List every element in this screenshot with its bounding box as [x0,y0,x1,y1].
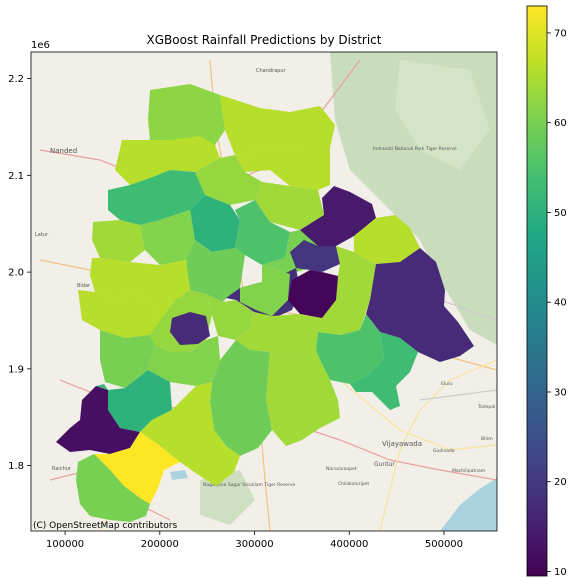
y-tick-label: 2.0 [8,268,24,279]
district [115,136,220,185]
x-tick-label: 100000 [46,539,84,550]
city-label: Chandrapur [256,68,287,74]
district [148,84,225,145]
district [300,186,376,246]
district [170,312,210,345]
x-tick-label: 300000 [235,539,273,550]
city-label: Vijayawada [382,440,422,448]
district [316,314,384,384]
map-attribution: (C) OpenStreetMap contributors [33,521,177,531]
district [220,95,335,155]
district [96,384,108,390]
city-label: Narasaraopet [326,466,357,472]
x-axis: 100000 200000 300000 400000 500000 [46,531,463,550]
city-label: Chilakaluripet [338,481,369,487]
city-label: Bidar [77,283,91,289]
colorbar-tick-label: 40 [554,298,567,309]
district [235,148,330,190]
district [235,200,290,265]
district [140,210,195,265]
y-offset-label: 1e6 [31,40,50,51]
city-label: Machilipatnam [452,468,485,474]
district [56,386,140,454]
park-label: Indravati National Park Tiger Reserve [373,146,457,152]
city-label: Bhim [481,436,493,442]
district [76,454,150,522]
district [94,432,180,504]
colorbar-tick-label: 60 [554,118,567,129]
district [92,220,145,262]
district [206,294,254,340]
y-tick-label: 1.8 [8,461,24,472]
district [266,350,340,446]
colorbar [526,5,548,577]
district [78,290,160,338]
district [288,270,338,318]
x-tick-label: 500000 [425,539,463,550]
colorbar-tick-label: 20 [554,477,567,488]
park-label: Nagarjuna Sagar Srisailam Tiger Reserve [203,482,295,488]
district [354,215,420,264]
basemap-water [170,470,188,480]
colorbar-tick-label: 70 [554,28,567,39]
basemap-forest [395,60,490,170]
basemap-sea [440,478,497,531]
x-tick-label: 400000 [330,539,368,550]
district [290,240,340,272]
district [90,258,130,300]
city-label: Nanded [50,147,77,155]
x-tick-label: 200000 [141,539,179,550]
district [210,340,272,456]
district [100,330,155,388]
colorbar-ticks: 10 20 30 40 50 60 70 [547,28,567,578]
y-axis: 1.8 1.9 2.0 2.1 2.2 [8,74,31,472]
district [186,240,245,302]
y-tick-label: 2.1 [8,171,24,182]
city-label: Gudivada [433,448,455,454]
city-label: Latur [35,232,49,238]
district [255,182,324,230]
axes-frame [30,51,498,532]
city-label: Raichur [52,466,72,472]
colorbar-tick-label: 50 [554,208,567,219]
colorbar-tick-label: 10 [554,567,567,578]
y-tick-label: 2.2 [8,74,24,85]
city-label: Eluru [441,381,453,387]
city-label: Tadepal [477,404,495,410]
district [366,248,474,362]
district [130,260,190,320]
colorbar-tick-label: 30 [554,387,567,398]
district [240,265,290,316]
chart-title: XGBoost Rainfall Predictions by District [147,33,382,47]
district [108,170,205,225]
district [140,382,240,486]
district [350,332,418,410]
district [195,155,262,205]
district-layer [56,84,474,522]
map-area: Chandrapur Nanded Latur Bidar Raichur Ku… [31,52,497,531]
district [148,336,220,386]
district [190,195,240,252]
district [236,312,318,356]
y-tick-label: 1.9 [8,364,24,375]
city-label: Guntur [374,461,395,468]
district [108,370,172,432]
